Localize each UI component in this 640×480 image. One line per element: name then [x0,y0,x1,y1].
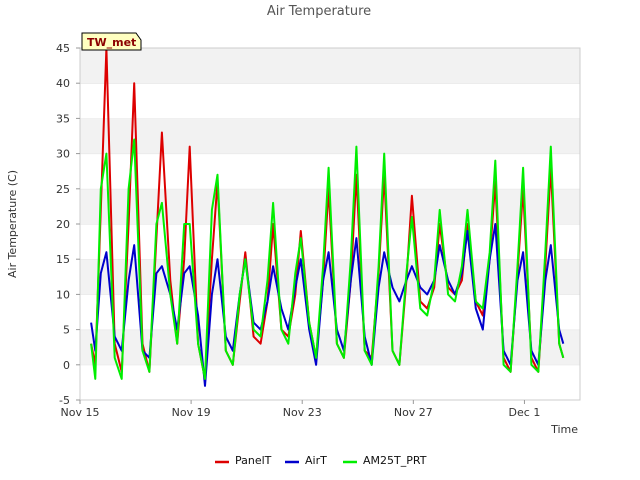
grid-band [80,48,580,84]
y-tick-label: 15 [56,253,70,266]
y-tick-label: 20 [56,218,70,231]
grid-band [80,294,580,330]
grid-band [80,364,580,400]
y-tick-label: 10 [56,288,70,301]
y-tick-label: 5 [63,324,70,337]
y-tick-label: 25 [56,183,70,196]
y-tick-label: -5 [59,394,70,407]
grid-band [80,329,580,365]
x-tick-label: Nov 27 [394,406,433,419]
x-tick-label: Nov 23 [283,406,322,419]
y-tick-label: 0 [63,359,70,372]
x-tick-label: Dec 1 [509,406,541,419]
series-line-am25t-prt [90,138,565,380]
station-badge: TW_met [81,32,142,51]
y-tick-label: 35 [56,112,70,125]
grid-band [80,118,580,154]
y-tick-label: 30 [56,148,70,161]
station-label: TW_met [87,36,136,49]
series-line-airt [90,223,565,387]
x-tick-label: Nov 19 [172,406,211,419]
legend-label: AirT [305,454,327,467]
legend: PanelT AirT AM25T_PRT [215,454,427,467]
grid-band [80,83,580,119]
y-tick-label: 45 [56,42,70,55]
legend-label: AM25T_PRT [363,454,427,467]
x-axis-label: Time [550,423,578,436]
y-axis-label: Air Temperature (C) [6,170,19,278]
legend-label: PanelT [235,454,272,467]
chart-title: Air Temperature [267,4,371,19]
x-tick-label: Nov 15 [61,406,100,419]
y-tick-label: 40 [56,77,70,90]
